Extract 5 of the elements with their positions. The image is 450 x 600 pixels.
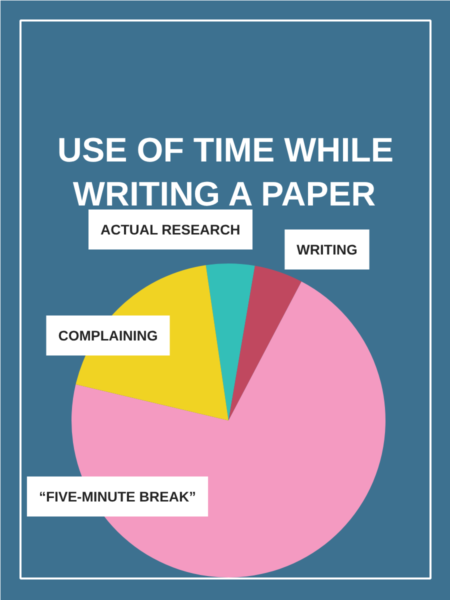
slice-label: ACTUAL RESEARCH	[100, 222, 240, 238]
slice-label: COMPLAINING	[58, 328, 158, 344]
chart-title: USE OF TIME WHILE WRITING A PAPER	[57, 132, 394, 214]
slice-label: WRITING	[296, 242, 358, 258]
slice-label: “FIVE-MINUTE BREAK”	[38, 488, 196, 504]
